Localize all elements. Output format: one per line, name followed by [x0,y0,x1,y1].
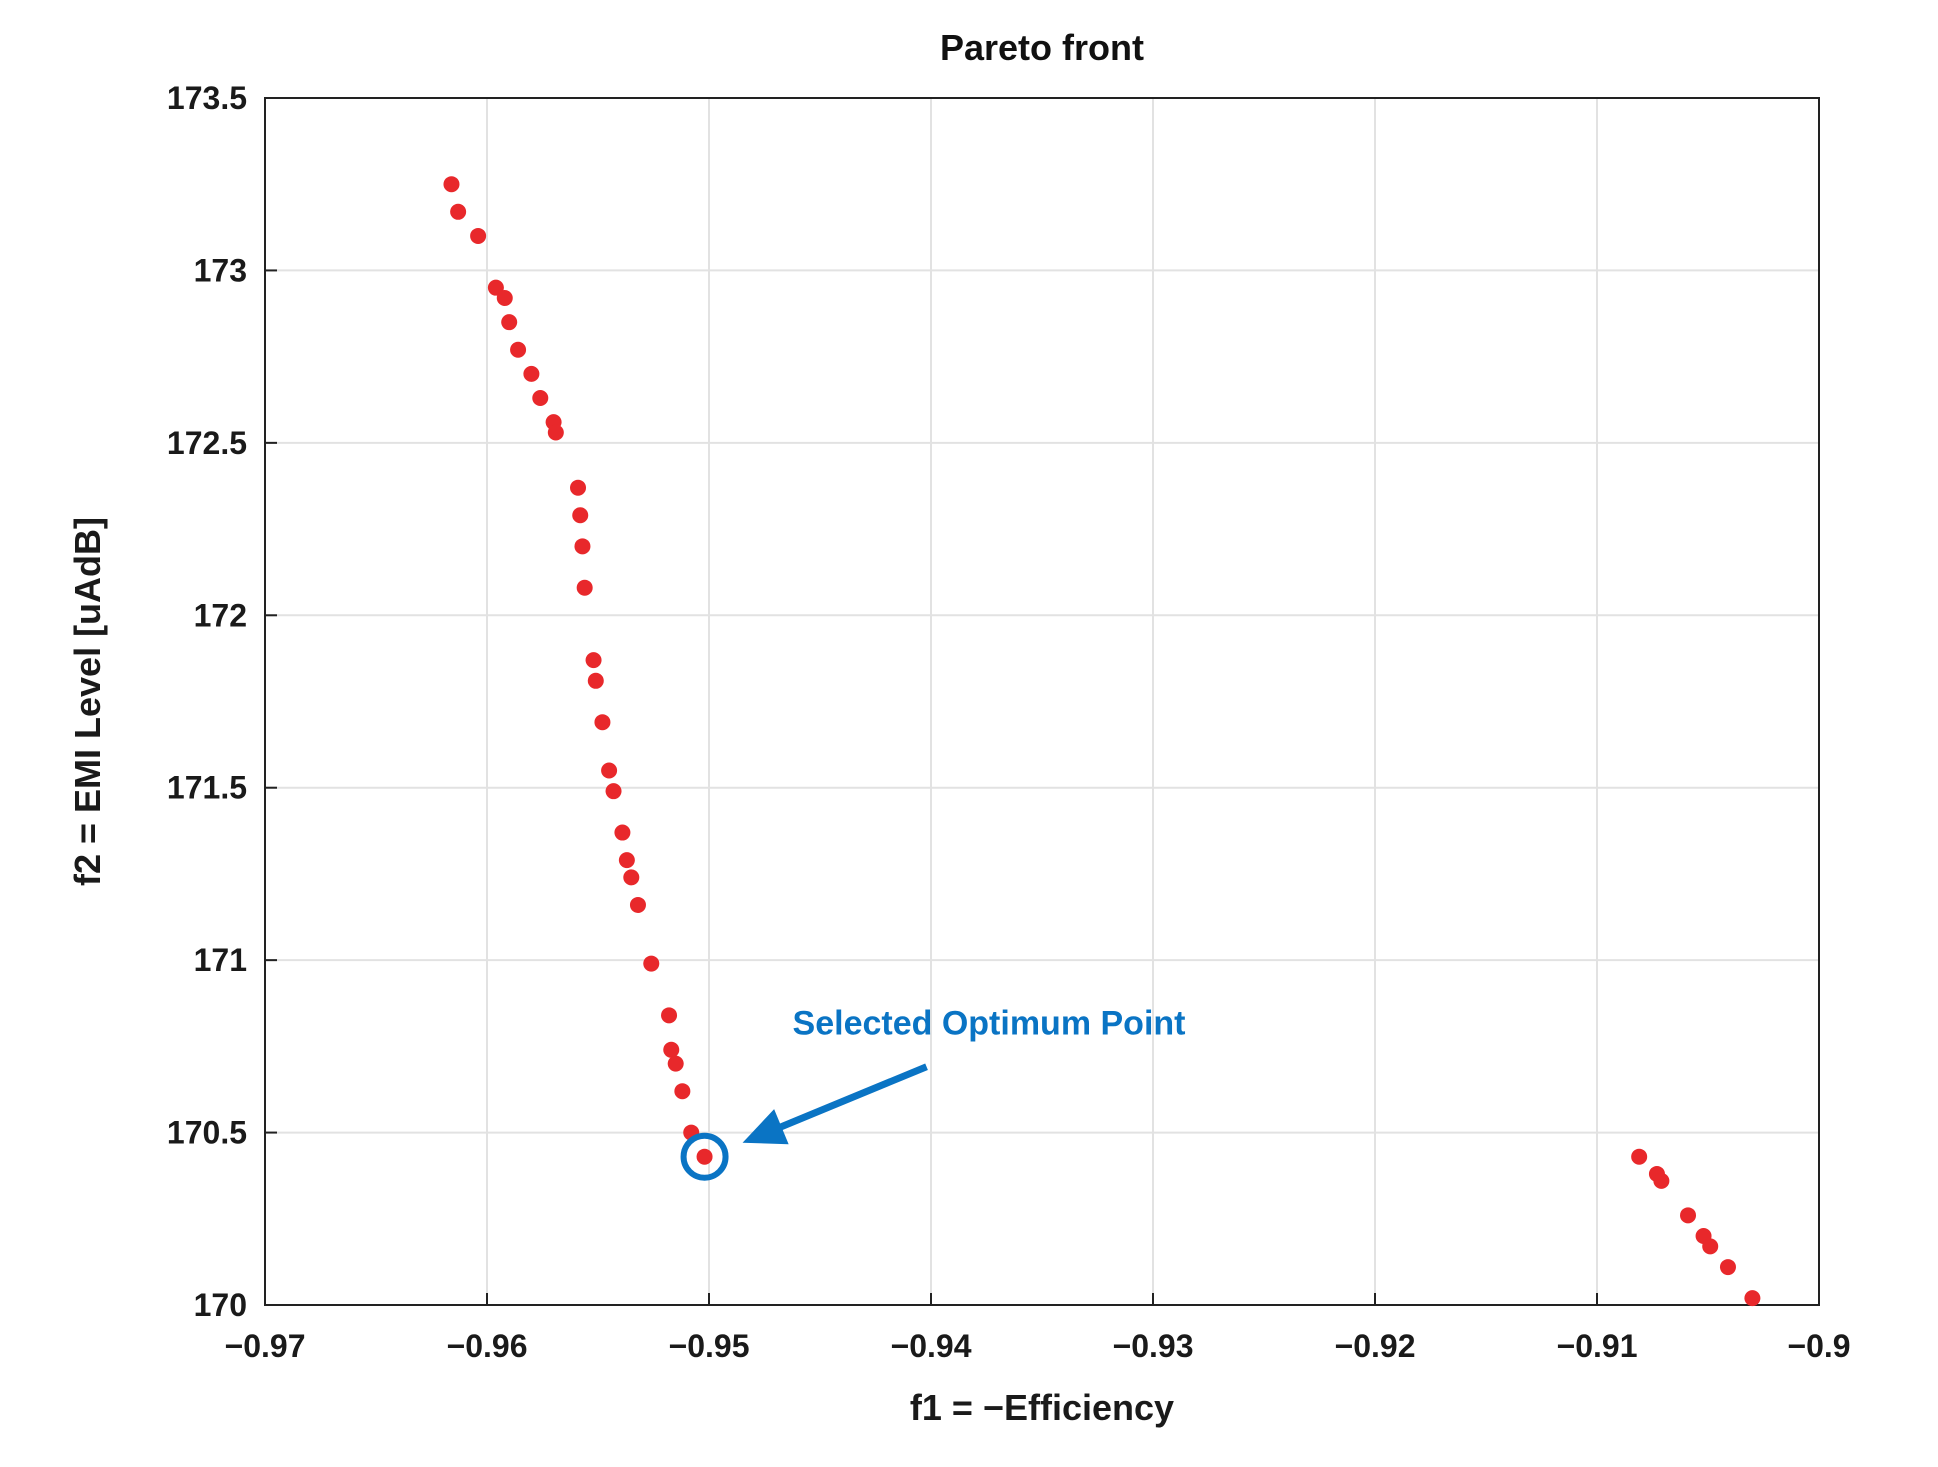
axis-ticks: −0.97 −0.96 −0.95 −0.94 −0.93 −0.92 −0.91 −0.9 1… [167,80,1851,1364]
data-point [532,390,549,407]
data-point [547,424,564,441]
x-tick-label: −0.9 [1787,1328,1850,1364]
data-point [496,290,513,307]
data-point [1702,1238,1719,1255]
data-point [1653,1172,1670,1189]
y-tick-label: 171.5 [167,770,247,806]
x-tick-label: −0.96 [447,1328,528,1364]
y-tick-label: 172.5 [167,425,247,461]
data-point [605,783,622,800]
data-point [585,652,602,669]
data-point [510,341,527,358]
x-tick-label: −0.92 [1335,1328,1416,1364]
plot-area-frame [264,97,1820,1306]
data-point [667,1055,684,1072]
data-point [618,852,635,869]
data-point [587,672,604,689]
data-point [574,538,591,555]
data-point [523,365,540,382]
data-point [629,896,646,913]
x-tick-label: −0.94 [891,1328,972,1364]
data-point [570,479,587,496]
data-point [470,227,487,244]
data-point [614,824,631,841]
data-point [1631,1148,1648,1165]
annotation-arrow-shaft [776,1063,928,1132]
data-point [601,762,618,779]
y-tick-label: 173.5 [167,80,247,116]
y-tick-label: 170.5 [167,1115,247,1151]
data-point [443,176,460,193]
data-point [661,1007,678,1024]
x-tick-label: −0.97 [225,1328,306,1364]
annotation-label: Selected Optimum Point [793,1005,1186,1043]
data-point [594,714,611,731]
data-point [1744,1290,1761,1307]
data-point [1719,1259,1736,1276]
grid-lines [264,97,1820,1306]
annotation: Selected Optimum Point [680,1005,1186,1181]
data-point [674,1083,691,1100]
data-point [487,279,504,296]
x-tick-label: −0.93 [1113,1328,1194,1364]
x-tick-label: −0.91 [1557,1328,1638,1364]
data-point [576,579,593,596]
data-point [696,1148,713,1165]
x-tick-label: −0.95 [669,1328,750,1364]
data-point [643,955,660,972]
y-tick-label: 170 [194,1287,247,1323]
data-point [450,203,467,220]
chart-title: Pareto front [940,27,1144,68]
y-axis-title: f2 = EMI Level [uAdB] [67,517,108,886]
data-point [501,314,518,331]
selected-point-ring [680,1132,729,1181]
data-point [623,869,640,886]
data-point [572,507,589,524]
annotation-arrow-head [742,1109,789,1145]
data-point [663,1041,680,1058]
x-axis-title: f1 = −Efficiency [910,1387,1174,1428]
y-tick-label: 172 [194,597,247,633]
data-points [443,176,1761,1307]
y-tick-label: 171 [194,942,247,978]
data-point [1680,1207,1697,1224]
y-tick-label: 173 [194,252,247,288]
